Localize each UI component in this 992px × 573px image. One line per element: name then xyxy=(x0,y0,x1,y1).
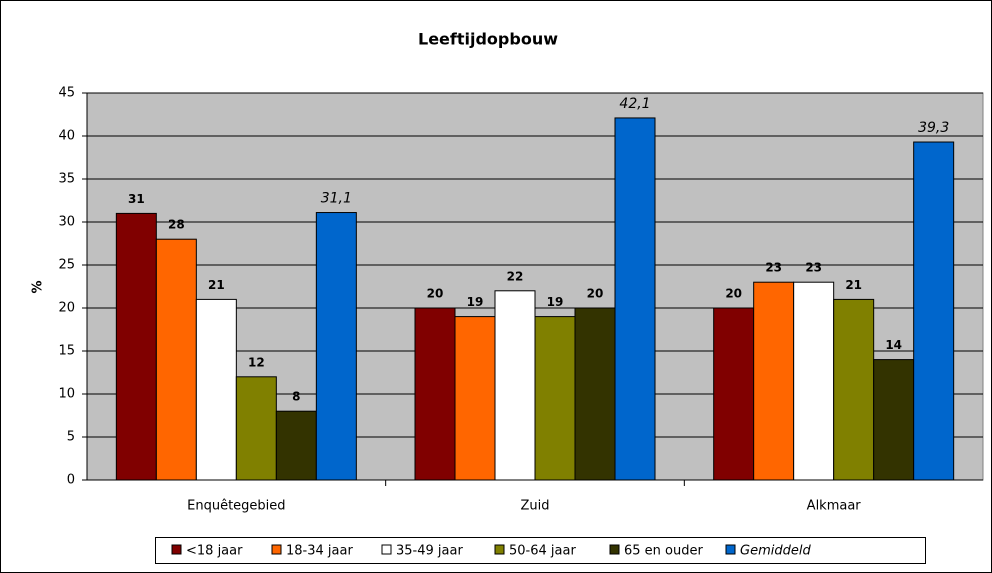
data-label: 19 xyxy=(547,295,564,309)
y-tick-label: 10 xyxy=(58,387,75,402)
legend-swatch xyxy=(725,544,736,555)
data-label: 23 xyxy=(765,261,782,275)
y-tick-label: 30 xyxy=(58,215,75,230)
y-axis-label: % xyxy=(31,280,46,293)
bar xyxy=(414,307,456,481)
y-tick-label: 20 xyxy=(58,301,75,316)
x-tick-label: Zuid xyxy=(520,499,549,514)
x-tick-label: Alkmaar xyxy=(807,499,862,514)
data-label: 22 xyxy=(507,269,524,283)
legend-label: 50-64 jaar xyxy=(509,544,576,559)
bar xyxy=(235,376,277,481)
bar xyxy=(315,212,357,481)
legend-label: Gemiddeld xyxy=(740,544,811,559)
legend-swatch xyxy=(381,544,392,555)
bar xyxy=(833,298,875,481)
bar xyxy=(534,316,576,481)
y-tick-label: 5 xyxy=(67,430,75,445)
legend-label: 18-34 jaar xyxy=(286,544,353,559)
legend-swatch xyxy=(271,544,282,555)
bar xyxy=(155,238,197,481)
legend-label: 65 en ouder xyxy=(624,544,703,559)
data-label: 21 xyxy=(845,278,862,292)
data-label: 28 xyxy=(168,218,185,232)
data-label: 14 xyxy=(885,338,902,352)
data-label: 31,1 xyxy=(321,191,352,207)
bar xyxy=(793,281,835,481)
bar xyxy=(753,281,795,481)
bar xyxy=(454,316,496,481)
legend-swatch xyxy=(609,544,620,555)
data-label: 20 xyxy=(587,287,604,301)
bar xyxy=(115,212,157,481)
data-label: 39,3 xyxy=(918,120,949,136)
data-label: 23 xyxy=(805,261,822,275)
legend-swatch xyxy=(494,544,505,555)
legend-box xyxy=(155,537,926,564)
chart-title: Leeftijdopbouw xyxy=(418,30,558,49)
bar xyxy=(494,290,536,481)
y-tick-label: 40 xyxy=(58,129,75,144)
data-label: 42,1 xyxy=(619,96,650,112)
bar xyxy=(275,410,317,481)
bar xyxy=(913,141,955,481)
x-tick-label: Enquêtegebied xyxy=(187,499,285,514)
bar xyxy=(195,298,237,481)
data-label: 8 xyxy=(292,390,300,404)
legend-swatch xyxy=(171,544,182,555)
y-tick-label: 25 xyxy=(58,258,75,273)
y-tick-label: 15 xyxy=(58,344,75,359)
data-label: 20 xyxy=(725,287,742,301)
data-label: 20 xyxy=(427,287,444,301)
legend-label: 35-49 jaar xyxy=(396,544,463,559)
bar xyxy=(713,307,755,481)
bar xyxy=(614,117,656,481)
data-label: 31 xyxy=(128,192,145,206)
bar xyxy=(873,359,915,481)
data-label: 19 xyxy=(467,295,484,309)
bar xyxy=(574,307,616,481)
y-tick-label: 35 xyxy=(58,172,75,187)
y-tick-label: 45 xyxy=(58,86,75,101)
legend-label: <18 jaar xyxy=(186,544,243,559)
data-label: 12 xyxy=(248,355,265,369)
data-label: 21 xyxy=(208,278,225,292)
y-tick-label: 0 xyxy=(67,473,75,488)
